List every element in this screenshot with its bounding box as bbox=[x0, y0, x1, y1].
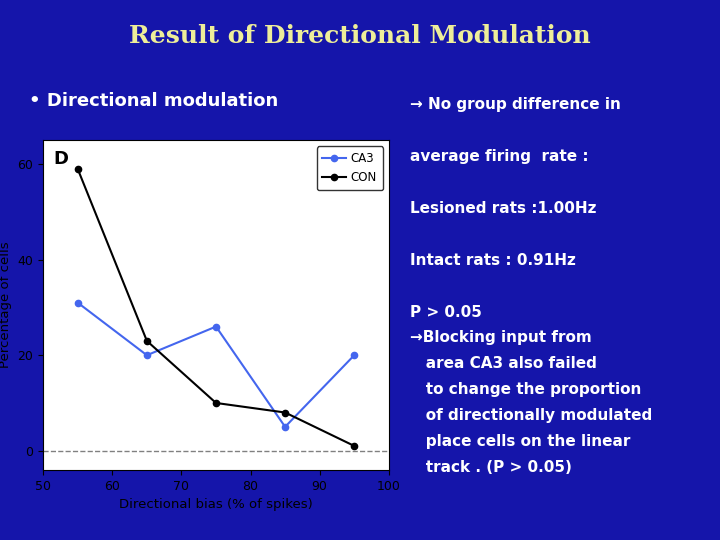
CA3 bbox=[73, 300, 82, 306]
CON bbox=[73, 166, 82, 172]
CA3 bbox=[143, 352, 151, 359]
Line: CA3: CA3 bbox=[75, 300, 357, 430]
CON bbox=[143, 338, 151, 344]
Legend: CA3, CON: CA3, CON bbox=[317, 146, 383, 190]
Text: D: D bbox=[53, 150, 68, 168]
CA3 bbox=[212, 323, 220, 330]
Text: Intact rats : 0.91Hz: Intact rats : 0.91Hz bbox=[410, 253, 576, 268]
Text: to change the proportion: to change the proportion bbox=[410, 382, 642, 397]
Text: →Blocking input from: →Blocking input from bbox=[410, 330, 592, 346]
Text: of directionally modulated: of directionally modulated bbox=[410, 408, 652, 423]
X-axis label: Directional bias (% of spikes): Directional bias (% of spikes) bbox=[119, 498, 313, 511]
CON bbox=[281, 409, 289, 416]
Y-axis label: Percentage of cells: Percentage of cells bbox=[0, 242, 12, 368]
Text: average firing  rate :: average firing rate : bbox=[410, 149, 589, 164]
Text: place cells on the linear: place cells on the linear bbox=[410, 434, 631, 449]
Text: Result of Directional Modulation: Result of Directional Modulation bbox=[129, 24, 591, 48]
CON bbox=[350, 443, 359, 449]
CON bbox=[212, 400, 220, 406]
Text: P > 0.05: P > 0.05 bbox=[410, 305, 482, 320]
Line: CON: CON bbox=[75, 166, 357, 449]
Text: track . (P > 0.05): track . (P > 0.05) bbox=[410, 460, 572, 475]
Text: • Directional modulation: • Directional modulation bbox=[29, 92, 278, 110]
CA3 bbox=[350, 352, 359, 359]
Text: → No group difference in: → No group difference in bbox=[410, 97, 621, 112]
Text: Lesioned rats :1.00Hz: Lesioned rats :1.00Hz bbox=[410, 201, 597, 216]
CA3 bbox=[281, 423, 289, 430]
Text: area CA3 also failed: area CA3 also failed bbox=[410, 356, 598, 372]
